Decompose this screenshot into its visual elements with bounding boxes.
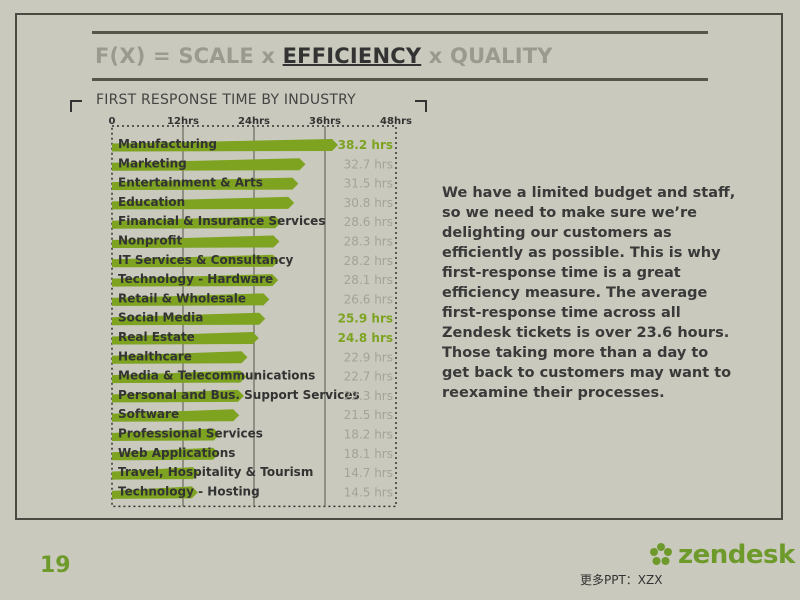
slide-frame <box>15 13 783 520</box>
bar <box>112 216 282 229</box>
category-label: Technology - Hardware <box>118 272 273 286</box>
value-label: 14.5 hrs <box>344 485 393 499</box>
value-label: 21.5 hrs <box>344 408 393 422</box>
value-label: 32.7 hrs <box>344 157 393 171</box>
category-label: Software <box>118 407 179 421</box>
bar <box>112 274 279 287</box>
bar <box>112 139 339 152</box>
category-label: IT Services & Consultancy <box>118 253 294 267</box>
category-label: Social Media <box>118 311 203 325</box>
category-label: Education <box>118 195 185 209</box>
value-label: 18.2 hrs <box>344 428 393 442</box>
zendesk-logo: zendesk <box>648 540 795 570</box>
value-label: 28.1 hrs <box>344 273 393 287</box>
category-label: Real Estate <box>118 330 195 344</box>
category-label: Nonprofit <box>118 234 182 248</box>
category-label: Professional Services <box>118 427 263 441</box>
bar <box>112 467 199 480</box>
page-number: 19 <box>40 553 71 578</box>
value-label: 38.2 hrs <box>338 138 393 152</box>
title-suffix: x QUALITY <box>421 44 553 68</box>
value-label: 30.8 hrs <box>344 196 393 210</box>
bar <box>112 158 306 171</box>
x-tick-label: 36hrs <box>309 116 341 127</box>
value-label: 22.9 hrs <box>344 350 393 364</box>
x-tick-label: 48hrs <box>380 116 412 127</box>
x-tick-label: 24hrs <box>238 116 270 127</box>
title-rule-top <box>92 31 708 34</box>
category-label: Marketing <box>118 156 187 170</box>
flower-icon <box>650 543 672 565</box>
category-label: Technology - Hosting <box>118 484 260 498</box>
value-label: 24.8 hrs <box>338 331 393 345</box>
bar <box>112 370 247 384</box>
category-label: Media & Telecommunications <box>118 369 315 383</box>
body-text: We have a limited budget and staff, so w… <box>442 185 736 401</box>
title-rule-bottom <box>92 78 708 81</box>
category-label: Web Applications <box>118 446 235 460</box>
value-label: 26.6 hrs <box>344 292 393 306</box>
chart-title: FIRST RESPONSE TIME BY INDUSTRY <box>96 92 356 108</box>
bar <box>112 409 240 422</box>
bar <box>112 486 198 499</box>
bar <box>112 312 266 326</box>
value-label: 31.5 hrs <box>344 177 393 191</box>
bar <box>112 235 280 248</box>
category-label: Entertainment & Arts <box>118 176 263 190</box>
x-tick-label: 12hrs <box>167 116 199 127</box>
category-label: Travel, Hospitality & Tourism <box>118 465 313 479</box>
bar <box>112 196 295 210</box>
bar <box>112 351 248 364</box>
corner-bracket-right <box>415 100 427 112</box>
bar <box>112 447 220 461</box>
category-label: Manufacturing <box>118 137 217 151</box>
category-label: Personal and Bus. Support Services <box>118 388 360 402</box>
bar <box>112 254 279 268</box>
value-label: 28.2 hrs <box>344 254 393 268</box>
value-label: 22.7 hrs <box>344 370 393 384</box>
value-label: 25.9 hrs <box>338 312 393 326</box>
bar <box>112 428 220 441</box>
bar <box>112 293 270 306</box>
bar <box>112 389 244 403</box>
corner-bracket-left <box>70 100 82 112</box>
value-label: 22.3 hrs <box>344 389 393 403</box>
category-label: Financial & Insurance Services <box>118 214 325 228</box>
bar <box>112 332 259 345</box>
value-label: 28.6 hrs <box>344 215 393 229</box>
category-label: Retail & Wholesale <box>118 291 246 305</box>
title-accent: EFFICIENCY <box>282 44 422 68</box>
bar <box>112 177 299 191</box>
title-prefix: F(X) = SCALE x <box>95 44 283 68</box>
slide-title: F(X) = SCALE x EFFICIENCY x QUALITY <box>95 44 553 68</box>
value-label: 14.7 hrs <box>344 466 393 480</box>
value-label: 28.3 hrs <box>344 235 393 249</box>
footer-note: 更多PPT：XZX <box>580 573 663 587</box>
value-label: 18.1 hrs <box>344 447 393 461</box>
category-label: Healthcare <box>118 349 192 363</box>
x-tick-label: 0 <box>109 116 116 127</box>
logo-text: zendesk <box>678 540 795 570</box>
